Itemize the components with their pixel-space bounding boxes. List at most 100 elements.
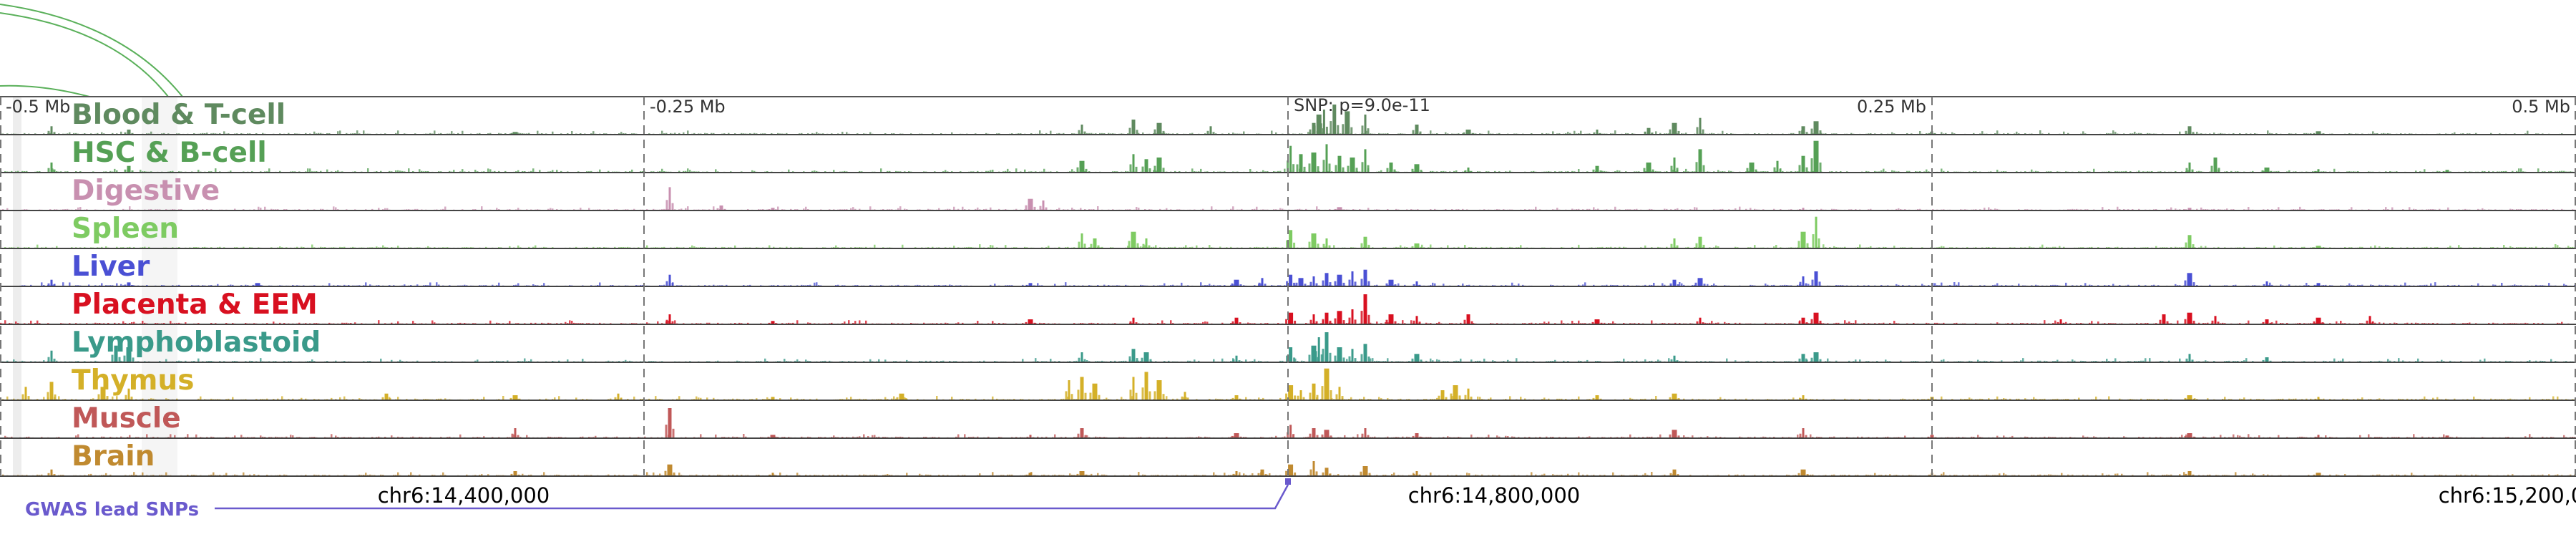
peak-shoulder [1141, 387, 1144, 400]
peak-bar [1299, 154, 1303, 173]
peak-shoulder [1470, 170, 1473, 173]
peak-bar [2265, 319, 2269, 324]
peak-shoulder [2166, 321, 2169, 324]
peak-bar [1364, 149, 1367, 173]
peak-shoulder [2185, 130, 2187, 135]
peak-bar [1364, 115, 1367, 135]
peak-shoulder [1342, 167, 1345, 173]
peak-bar [1672, 469, 1677, 476]
peak-bar [2316, 473, 2321, 476]
gwas-snp-marker [1285, 478, 1291, 485]
peak-shoulder [1322, 280, 1324, 286]
peak-bar [617, 393, 620, 400]
peak-shoulder [1328, 245, 1331, 248]
peak-shoulder [1779, 168, 1782, 173]
track-noise [2, 472, 2576, 476]
peak-shoulder [1135, 166, 1138, 173]
peak-shoulder [620, 398, 623, 400]
peak-bar [1042, 200, 1045, 211]
peak-shoulder [1927, 436, 1930, 438]
peak-shoulder [1367, 165, 1370, 173]
peak-shoulder [1308, 163, 1311, 173]
peak-shoulder [1702, 244, 1705, 248]
peak-shoulder [518, 398, 521, 400]
peak-bar [512, 395, 518, 400]
peak-shoulder [1393, 169, 1396, 173]
peak-shoulder [1089, 392, 1092, 400]
peak-bar [2317, 169, 2320, 173]
peak-shoulder [1148, 391, 1151, 400]
peak-bar [2214, 316, 2217, 324]
peak-shoulder [1136, 130, 1138, 135]
track-label: Brain [72, 440, 155, 473]
bottom-tick-label: chr6:15,200,000 [2439, 483, 2576, 508]
peak-shoulder [1239, 398, 1241, 400]
peak-shoulder [1695, 162, 1698, 173]
peak-shoulder [2321, 322, 2324, 324]
peak-shoulder [1078, 357, 1080, 362]
peak-bar [1801, 126, 1805, 135]
peak-bar [1415, 125, 1419, 135]
peak-shoulder [1292, 164, 1295, 173]
peak-shoulder [2211, 320, 2214, 324]
peak-shoulder [1231, 397, 1234, 400]
peak-bar [1028, 283, 1033, 286]
peak-shoulder [2261, 170, 2264, 173]
peak-bar [1363, 294, 1367, 324]
peak-bar [2316, 246, 2321, 248]
track-label: Thymus [72, 364, 194, 397]
peak-bar [1261, 278, 1264, 286]
loop-arc [0, 84, 90, 97]
peak-shoulder [509, 397, 512, 400]
peak-bar [2265, 357, 2269, 362]
peak-shoulder [1810, 357, 1813, 362]
peak-shoulder [1257, 473, 1260, 476]
bottom-tick-label: chr6:14,400,000 [378, 483, 550, 508]
peak-shoulder [2263, 284, 2265, 286]
peak-shoulder [1329, 352, 1332, 362]
peak-shoulder [671, 203, 674, 211]
peak-bar [1029, 435, 1032, 438]
loop-arcs [0, 4, 183, 97]
peak-bar [1312, 314, 1315, 324]
peak-bar [1260, 469, 1264, 476]
peak-bar [513, 471, 517, 476]
peak-bar [719, 205, 723, 211]
peak-bar [2059, 319, 2062, 324]
peak-shoulder [1464, 170, 1467, 173]
peak-shoulder [1149, 359, 1152, 362]
peak-shoulder [1348, 279, 1351, 286]
peak-shoulder [1308, 241, 1311, 248]
peak-bar [1800, 231, 1806, 248]
peak-shoulder [1418, 284, 1421, 286]
peak-shoulder [1181, 396, 1184, 400]
top-tick-label: -0.25 Mb [650, 97, 726, 117]
peak-shoulder [1335, 394, 1338, 400]
peak-bar [1028, 473, 1033, 476]
peak-bar [1364, 428, 1367, 438]
peak-bar [1337, 347, 1342, 362]
peak-shoulder [769, 474, 771, 476]
peak-shoulder [1651, 132, 1654, 135]
peak-shoulder [1600, 322, 1603, 324]
gwas-track: GWAS lead SNPs [25, 478, 1291, 521]
peak-shoulder [1386, 168, 1389, 173]
peak-shoulder [1593, 132, 1596, 135]
peak-shoulder [1286, 240, 1289, 248]
snp-label: SNP: p=9.0e-11 [1294, 95, 1430, 115]
peak-shoulder [1039, 205, 1042, 211]
peak-shoulder [1129, 164, 1132, 173]
peak-bar [2187, 235, 2192, 248]
peak-bar [127, 282, 131, 286]
peak-bar [1028, 198, 1033, 211]
peak-shoulder [1212, 132, 1215, 135]
peak-shoulder [1309, 281, 1312, 286]
peak-bar [2187, 126, 2192, 135]
peak-shoulder [1599, 132, 1601, 135]
peak-shoulder [1287, 432, 1289, 438]
peak-shoulder [123, 355, 126, 362]
peak-shoulder [1153, 391, 1156, 400]
peak-bar [1156, 158, 1162, 173]
peak-shoulder [1285, 393, 1288, 400]
peak-shoulder [47, 283, 50, 286]
